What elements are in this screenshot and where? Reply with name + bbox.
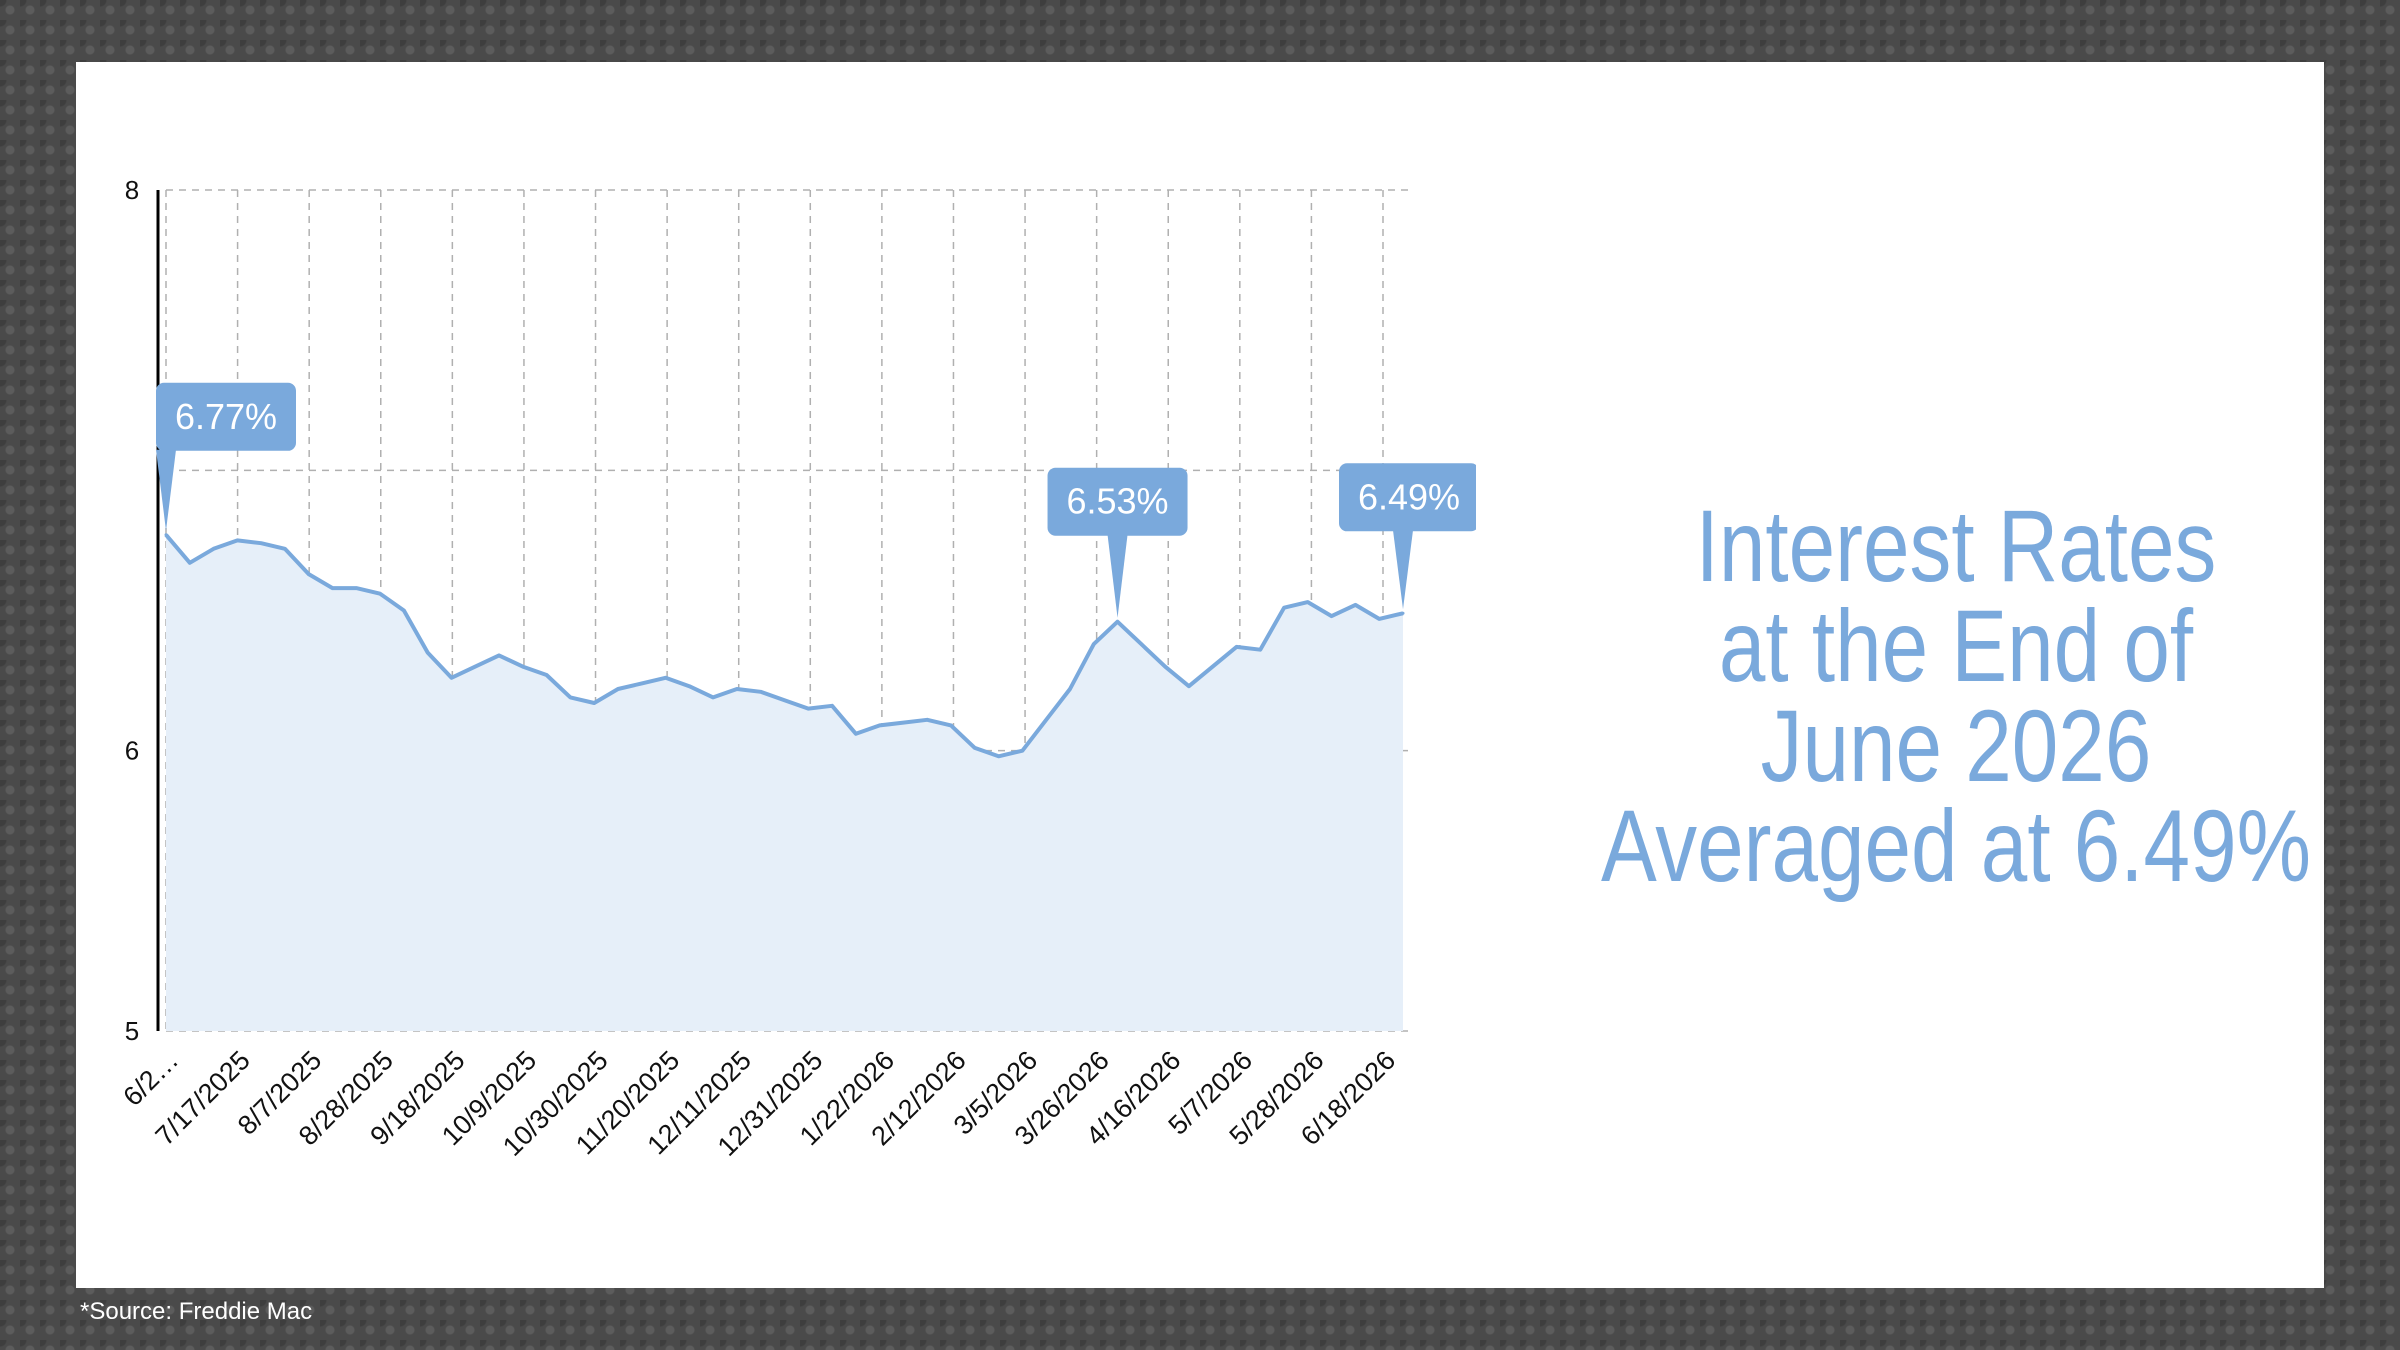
headline: Interest Rates at the End of June 2026 A…	[1595, 489, 2317, 903]
callout-box	[156, 382, 296, 451]
y-tick-label: 5	[125, 1016, 139, 1046]
callout-pointer	[156, 449, 176, 531]
callout-pointer	[1393, 530, 1413, 610]
source-note: *Source: Freddie Mac	[80, 1298, 313, 1325]
data-point	[997, 754, 1001, 758]
data-point	[854, 732, 858, 736]
data-point	[901, 721, 905, 725]
data-point	[973, 746, 977, 750]
data-point	[354, 586, 358, 590]
data-point	[664, 676, 668, 680]
data-point	[497, 653, 501, 657]
data-point	[473, 665, 477, 669]
data-point	[164, 533, 168, 537]
headline-line-4: Averaged at 6.49%	[1601, 789, 2311, 903]
data-point	[1353, 603, 1357, 607]
callout-box	[1339, 463, 1476, 532]
headline-line-1: Interest Rates	[1695, 489, 2217, 603]
data-point	[735, 687, 739, 691]
data-point	[1306, 600, 1310, 604]
callout-pointer	[1107, 534, 1128, 618]
data-point	[1330, 614, 1334, 618]
headline-line-3: June 2026	[1760, 689, 2152, 803]
data-point	[1020, 749, 1024, 753]
slide-card: 8 6 5 6/2… 7/17/2025 8/7/2025 8/28/2025 9/18/20…	[76, 62, 2324, 1288]
data-point	[878, 723, 882, 727]
data-point	[616, 687, 620, 691]
callout-label: 6.53%	[1066, 481, 1168, 522]
data-point	[235, 538, 239, 542]
data-point	[925, 718, 929, 722]
data-point	[1234, 645, 1238, 649]
data-point	[188, 561, 192, 565]
data-point	[283, 547, 287, 551]
y-tick-label: 6	[125, 736, 139, 766]
data-point	[1092, 642, 1096, 646]
data-point	[640, 681, 644, 685]
data-point	[545, 673, 549, 677]
data-point	[1044, 718, 1048, 722]
data-point	[783, 698, 786, 702]
headline-line-2: at the End of	[1718, 589, 2194, 703]
data-point	[259, 541, 263, 545]
data-point	[1377, 617, 1381, 621]
data-point	[1211, 665, 1215, 669]
data-point	[592, 701, 596, 705]
y-tick-label: 8	[125, 175, 139, 205]
data-point	[1163, 665, 1167, 669]
data-point	[1401, 611, 1405, 615]
data-point	[1068, 687, 1072, 691]
data-point	[449, 676, 453, 680]
rates-area-chart: 8656/2…7/17/20258/7/20258/28/20259/18/20…	[117, 175, 1476, 1162]
data-point	[1187, 684, 1191, 688]
data-point	[806, 707, 810, 711]
data-point	[307, 572, 311, 576]
data-point	[426, 651, 430, 655]
data-point	[378, 592, 382, 596]
data-point	[1282, 606, 1286, 610]
area-fill	[166, 534, 1403, 1031]
data-point	[687, 684, 691, 688]
data-point	[949, 723, 953, 727]
callout-label: 6.77%	[175, 396, 277, 437]
x-tick-label: 6/2…	[117, 1045, 184, 1112]
data-point	[521, 665, 525, 669]
data-point	[759, 690, 763, 694]
data-point	[711, 695, 715, 699]
data-point	[331, 586, 335, 590]
callout-label: 6.49%	[1358, 476, 1460, 517]
callout-box	[1047, 467, 1188, 536]
data-point	[568, 695, 572, 699]
data-point	[402, 609, 406, 612]
data-point	[212, 547, 216, 551]
data-point	[1258, 648, 1262, 652]
data-point	[1139, 642, 1143, 646]
data-point	[1116, 620, 1120, 624]
data-point	[830, 704, 834, 708]
